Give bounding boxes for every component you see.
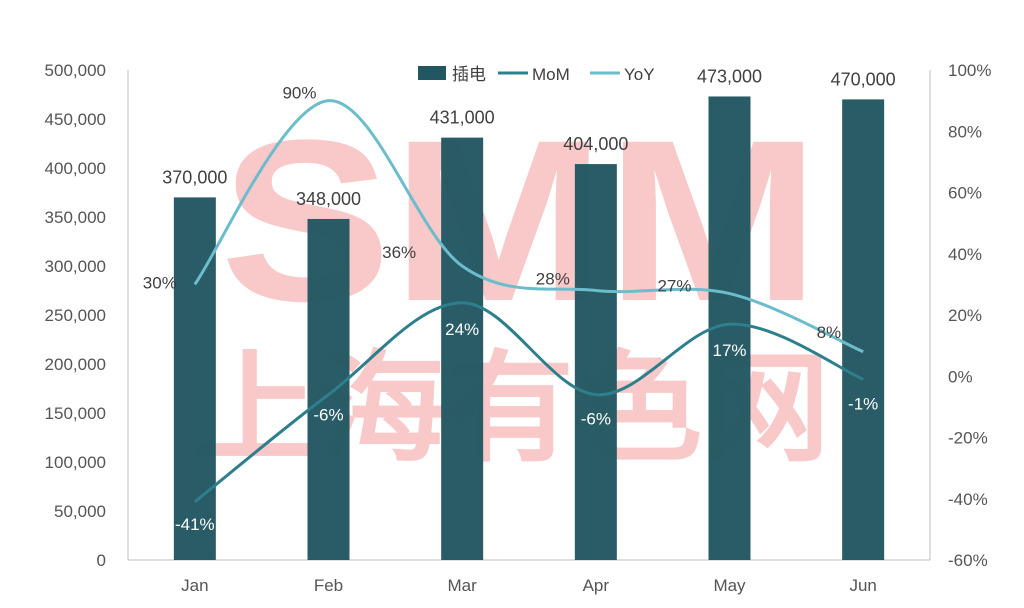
data-labels: 370,000 348,000 431,000 404,000 473,000 470,0… xyxy=(143,66,896,533)
yoy-value-label: 36% xyxy=(382,243,416,262)
right-tick-label: -20% xyxy=(948,429,988,448)
legend-bar-label: 插电 xyxy=(452,65,486,84)
x-tick-label: Feb xyxy=(314,576,343,595)
mom-line xyxy=(193,301,864,503)
mom-value-label: -6% xyxy=(313,406,343,425)
left-tick-label: 150,000 xyxy=(45,404,106,423)
left-tick-label: 350,000 xyxy=(45,208,106,227)
right-tick-label: 80% xyxy=(948,122,982,141)
left-tick-label: 400,000 xyxy=(45,159,106,178)
bar xyxy=(441,137,484,560)
left-tick-label: 300,000 xyxy=(45,257,106,276)
legend: 插电 MoM YoY xyxy=(418,65,655,84)
yoy-line xyxy=(193,99,864,354)
bar-series xyxy=(173,96,885,561)
bar xyxy=(173,197,216,560)
bar xyxy=(307,218,350,560)
left-tick-label: 500,000 xyxy=(45,61,106,80)
yoy-value-label: 28% xyxy=(536,270,570,289)
mom-value-label: -41% xyxy=(175,515,215,534)
x-tick-label: May xyxy=(713,576,746,595)
bar-value-label: 404,000 xyxy=(563,134,628,154)
bar-value-label: 473,000 xyxy=(697,66,762,86)
mom-value-label: 24% xyxy=(445,320,479,339)
right-tick-label: 0% xyxy=(948,367,973,386)
right-tick-label: 40% xyxy=(948,245,982,264)
right-tick-label: -40% xyxy=(948,490,988,509)
x-tick-label: Jan xyxy=(181,576,208,595)
left-tick-label: 50,000 xyxy=(54,502,106,521)
legend-yoy-label: YoY xyxy=(624,65,655,84)
yoy-value-label: 30% xyxy=(143,273,177,292)
yoy-value-label: 8% xyxy=(817,323,842,342)
bar-value-label: 431,000 xyxy=(430,108,495,128)
right-tick-label: 60% xyxy=(948,184,982,203)
line-series xyxy=(193,99,864,503)
left-tick-label: 0 xyxy=(97,551,106,570)
yoy-value-label: 90% xyxy=(282,84,316,103)
right-tick-label: 20% xyxy=(948,306,982,325)
legend-bar-swatch xyxy=(418,66,446,80)
axes: 0 50,000 100,000 150,000 200,000 250,000 300,0… xyxy=(45,61,992,595)
bar xyxy=(842,99,885,561)
bar xyxy=(574,164,617,560)
mom-value-label: 17% xyxy=(712,341,746,360)
legend-mom-label: MoM xyxy=(532,65,570,84)
mom-value-label: -1% xyxy=(848,394,878,413)
yoy-value-label: 27% xyxy=(657,277,691,296)
left-tick-label: 100,000 xyxy=(45,453,106,472)
bar-value-label: 470,000 xyxy=(831,69,896,89)
left-tick-label: 250,000 xyxy=(45,306,106,325)
left-tick-label: 200,000 xyxy=(45,355,106,374)
bar-value-label: 348,000 xyxy=(296,189,361,209)
x-tick-label: Apr xyxy=(583,576,610,595)
x-tick-label: Mar xyxy=(448,576,478,595)
bar-value-label: 370,000 xyxy=(162,167,227,187)
x-tick-label: Jun xyxy=(849,576,876,595)
right-tick-label: -60% xyxy=(948,551,988,570)
left-tick-label: 450,000 xyxy=(45,110,106,129)
mom-value-label: -6% xyxy=(581,410,611,429)
right-tick-label: 100% xyxy=(948,61,991,80)
